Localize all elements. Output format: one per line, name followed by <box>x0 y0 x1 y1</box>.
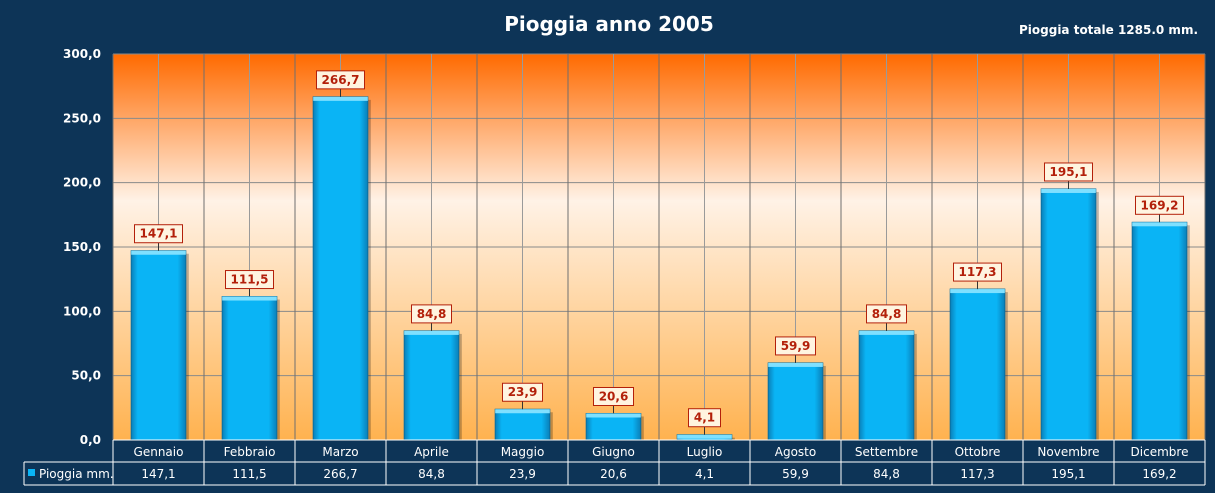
bar <box>221 296 278 441</box>
data-label-box <box>593 386 634 406</box>
data-label: 117,3 <box>959 265 997 279</box>
x-tick-label: Febbraio <box>224 445 276 459</box>
bars <box>130 96 1190 443</box>
y-tick-label: 100,0 <box>63 304 101 318</box>
table-value-cell: 266,7 <box>323 467 357 481</box>
table-value-cell: 20,6 <box>600 467 627 481</box>
data-table: Gennaio 147,1 Febbraio 111,5 Marzo 266,7 April… <box>23 439 1206 486</box>
bar-top-highlight <box>677 434 732 439</box>
data-label-box <box>502 382 543 402</box>
table-value-cell: 117,3 <box>960 467 994 481</box>
data-label: 147,1 <box>140 227 178 241</box>
x-tick-label: Gennaio <box>134 445 184 459</box>
bar <box>1131 221 1188 441</box>
bar <box>494 408 551 441</box>
data-label: 266,7 <box>322 73 360 87</box>
data-label-box <box>866 304 907 324</box>
bar <box>312 96 369 441</box>
y-tick-label: 0,0 <box>80 433 101 447</box>
bar <box>403 330 460 441</box>
x-tick-label: Maggio <box>501 445 545 459</box>
bar-top-highlight <box>1041 188 1096 193</box>
chart-title: Pioggia anno 2005 <box>504 12 714 36</box>
bar-top-highlight <box>586 413 641 418</box>
data-label: 84,8 <box>417 307 447 321</box>
bar-top-highlight <box>131 250 186 255</box>
table-value-cell: 169,2 <box>1142 467 1176 481</box>
table-value-cell: 111,5 <box>232 467 266 481</box>
bar-top-highlight <box>495 409 550 414</box>
data-labels: 147,1 111,5 266,7 84,8 23,9 20,6 4,1 59,9 84,8 11… <box>134 70 1184 435</box>
y-axis-ticks: 0,0 50,0 100,0 150,0 200,0 250,0 300,0 <box>63 47 101 447</box>
x-tick-label: Marzo <box>322 445 358 459</box>
bar <box>585 412 642 441</box>
data-label-box <box>688 408 721 428</box>
bar <box>767 362 824 441</box>
y-tick-label: 300,0 <box>63 47 101 61</box>
data-label-box <box>1135 195 1184 215</box>
data-label: 169,2 <box>1141 198 1179 212</box>
bar-top-highlight <box>222 296 277 301</box>
bar-top-highlight <box>404 330 459 335</box>
data-label: 23,9 <box>508 385 538 399</box>
table-value-cell: 195,1 <box>1051 467 1085 481</box>
data-label-box <box>225 270 274 290</box>
x-tick-label: Settembre <box>855 445 918 459</box>
data-label-box <box>953 262 1002 282</box>
x-tick-label: Ottobre <box>955 445 1001 459</box>
chart-subtitle: Pioggia totale 1285.0 mm. <box>1019 23 1198 37</box>
data-label: 59,9 <box>781 339 811 353</box>
data-label-box <box>1044 162 1093 182</box>
table-value-cell: 84,8 <box>873 467 900 481</box>
table-value-cell: 84,8 <box>418 467 445 481</box>
data-label: 111,5 <box>231 273 269 287</box>
table-value-cell: 147,1 <box>141 467 175 481</box>
data-label: 84,8 <box>872 307 902 321</box>
x-tick-label: Giugno <box>592 445 635 459</box>
bar-top-highlight <box>950 289 1005 294</box>
data-label: 20,6 <box>599 389 629 403</box>
data-label-box <box>134 224 183 244</box>
legend-series-name: Pioggia mm. <box>39 467 114 481</box>
x-tick-label: Luglio <box>687 445 723 459</box>
y-tick-label: 250,0 <box>63 111 101 125</box>
y-tick-label: 150,0 <box>63 240 101 254</box>
bar <box>949 288 1006 441</box>
data-label-box <box>316 70 365 90</box>
table-value-cell: 23,9 <box>509 467 536 481</box>
y-tick-label: 200,0 <box>63 176 101 190</box>
bar-top-highlight <box>1132 222 1187 227</box>
table-data-row <box>24 462 1205 485</box>
x-tick-label: Novembre <box>1037 445 1099 459</box>
data-label: 195,1 <box>1050 165 1088 179</box>
bar-top-highlight <box>313 96 368 101</box>
legend-swatch <box>28 469 35 476</box>
data-label-box <box>775 336 816 356</box>
bar <box>858 330 915 441</box>
bar-top-highlight <box>859 330 914 335</box>
y-tick-label: 50,0 <box>71 369 101 383</box>
bar <box>1040 188 1097 441</box>
bar <box>130 250 187 441</box>
x-tick-label: Aprile <box>414 445 449 459</box>
data-label-box <box>411 304 452 324</box>
table-value-cell: 4,1 <box>695 467 714 481</box>
bar-top-highlight <box>768 362 823 367</box>
x-tick-label: Agosto <box>775 445 816 459</box>
table-value-cell: 59,9 <box>782 467 809 481</box>
data-label: 4,1 <box>694 411 715 425</box>
x-tick-label: Dicembre <box>1131 445 1189 459</box>
